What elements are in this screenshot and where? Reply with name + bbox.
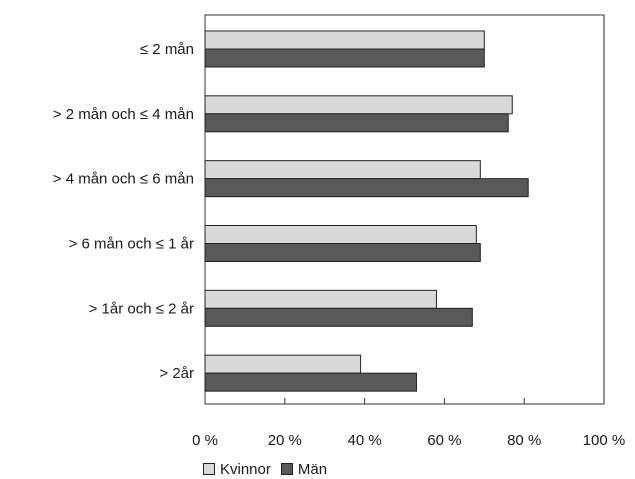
bar-kvinnor-1 <box>204 95 513 115</box>
bar-man-1 <box>204 113 509 133</box>
legend-label-man: Män <box>297 460 328 478</box>
bar-man-0 <box>204 48 485 68</box>
bar-chart: ≤ 2 mån > 2 mån och ≤ 4 mån > 4 mån och ≤ … <box>53 14 625 449</box>
legend-swatch-kvinnor <box>203 463 215 475</box>
category-label-0: ≤ 2 mån <box>140 41 194 58</box>
x-tick-label-0: 0 % <box>192 432 218 449</box>
category-label-5: > 2år <box>159 365 194 382</box>
x-tick-label-4: 80 % <box>507 432 541 449</box>
legend-item-man: Män <box>280 460 328 478</box>
bar-kvinnor-5 <box>204 354 362 374</box>
plot-frame <box>204 14 605 405</box>
legend-swatch-man <box>280 463 293 475</box>
bar-kvinnor-0 <box>204 30 485 50</box>
bar-man-3 <box>204 243 481 262</box>
category-label-2: > 4 mån och ≤ 6 mån <box>53 171 194 188</box>
legend-item-kvinnor: Kvinnor <box>203 461 271 478</box>
legend-label-kvinnor: Kvinnor <box>220 460 271 478</box>
x-tick-label-5: 100 % <box>583 432 626 449</box>
x-tick-label-2: 40 % <box>347 432 381 449</box>
bar-kvinnor-2 <box>204 160 481 180</box>
bars-group <box>204 30 529 392</box>
bar-kvinnor-4 <box>204 289 437 309</box>
category-labels: ≤ 2 mån > 2 mån och ≤ 4 mån > 4 mån och ≤ … <box>53 41 194 382</box>
x-axis-ticks: 0 % 20 % 40 % 60 % 80 % 100 % <box>192 398 625 449</box>
x-tick-label-1: 20 % <box>268 432 302 449</box>
category-label-3: > 6 mån och ≤ 1 år <box>69 236 194 253</box>
x-tick-label-3: 60 % <box>427 432 461 449</box>
category-label-4: > 1år och ≤ 2 år <box>89 300 194 317</box>
legend: Kvinnor Män <box>203 460 337 478</box>
bar-man-2 <box>204 178 529 198</box>
category-label-1: > 2 mån och ≤ 4 mån <box>53 106 194 123</box>
bar-kvinnor-3 <box>204 225 477 244</box>
bar-man-4 <box>204 307 473 327</box>
bar-man-5 <box>204 372 417 392</box>
